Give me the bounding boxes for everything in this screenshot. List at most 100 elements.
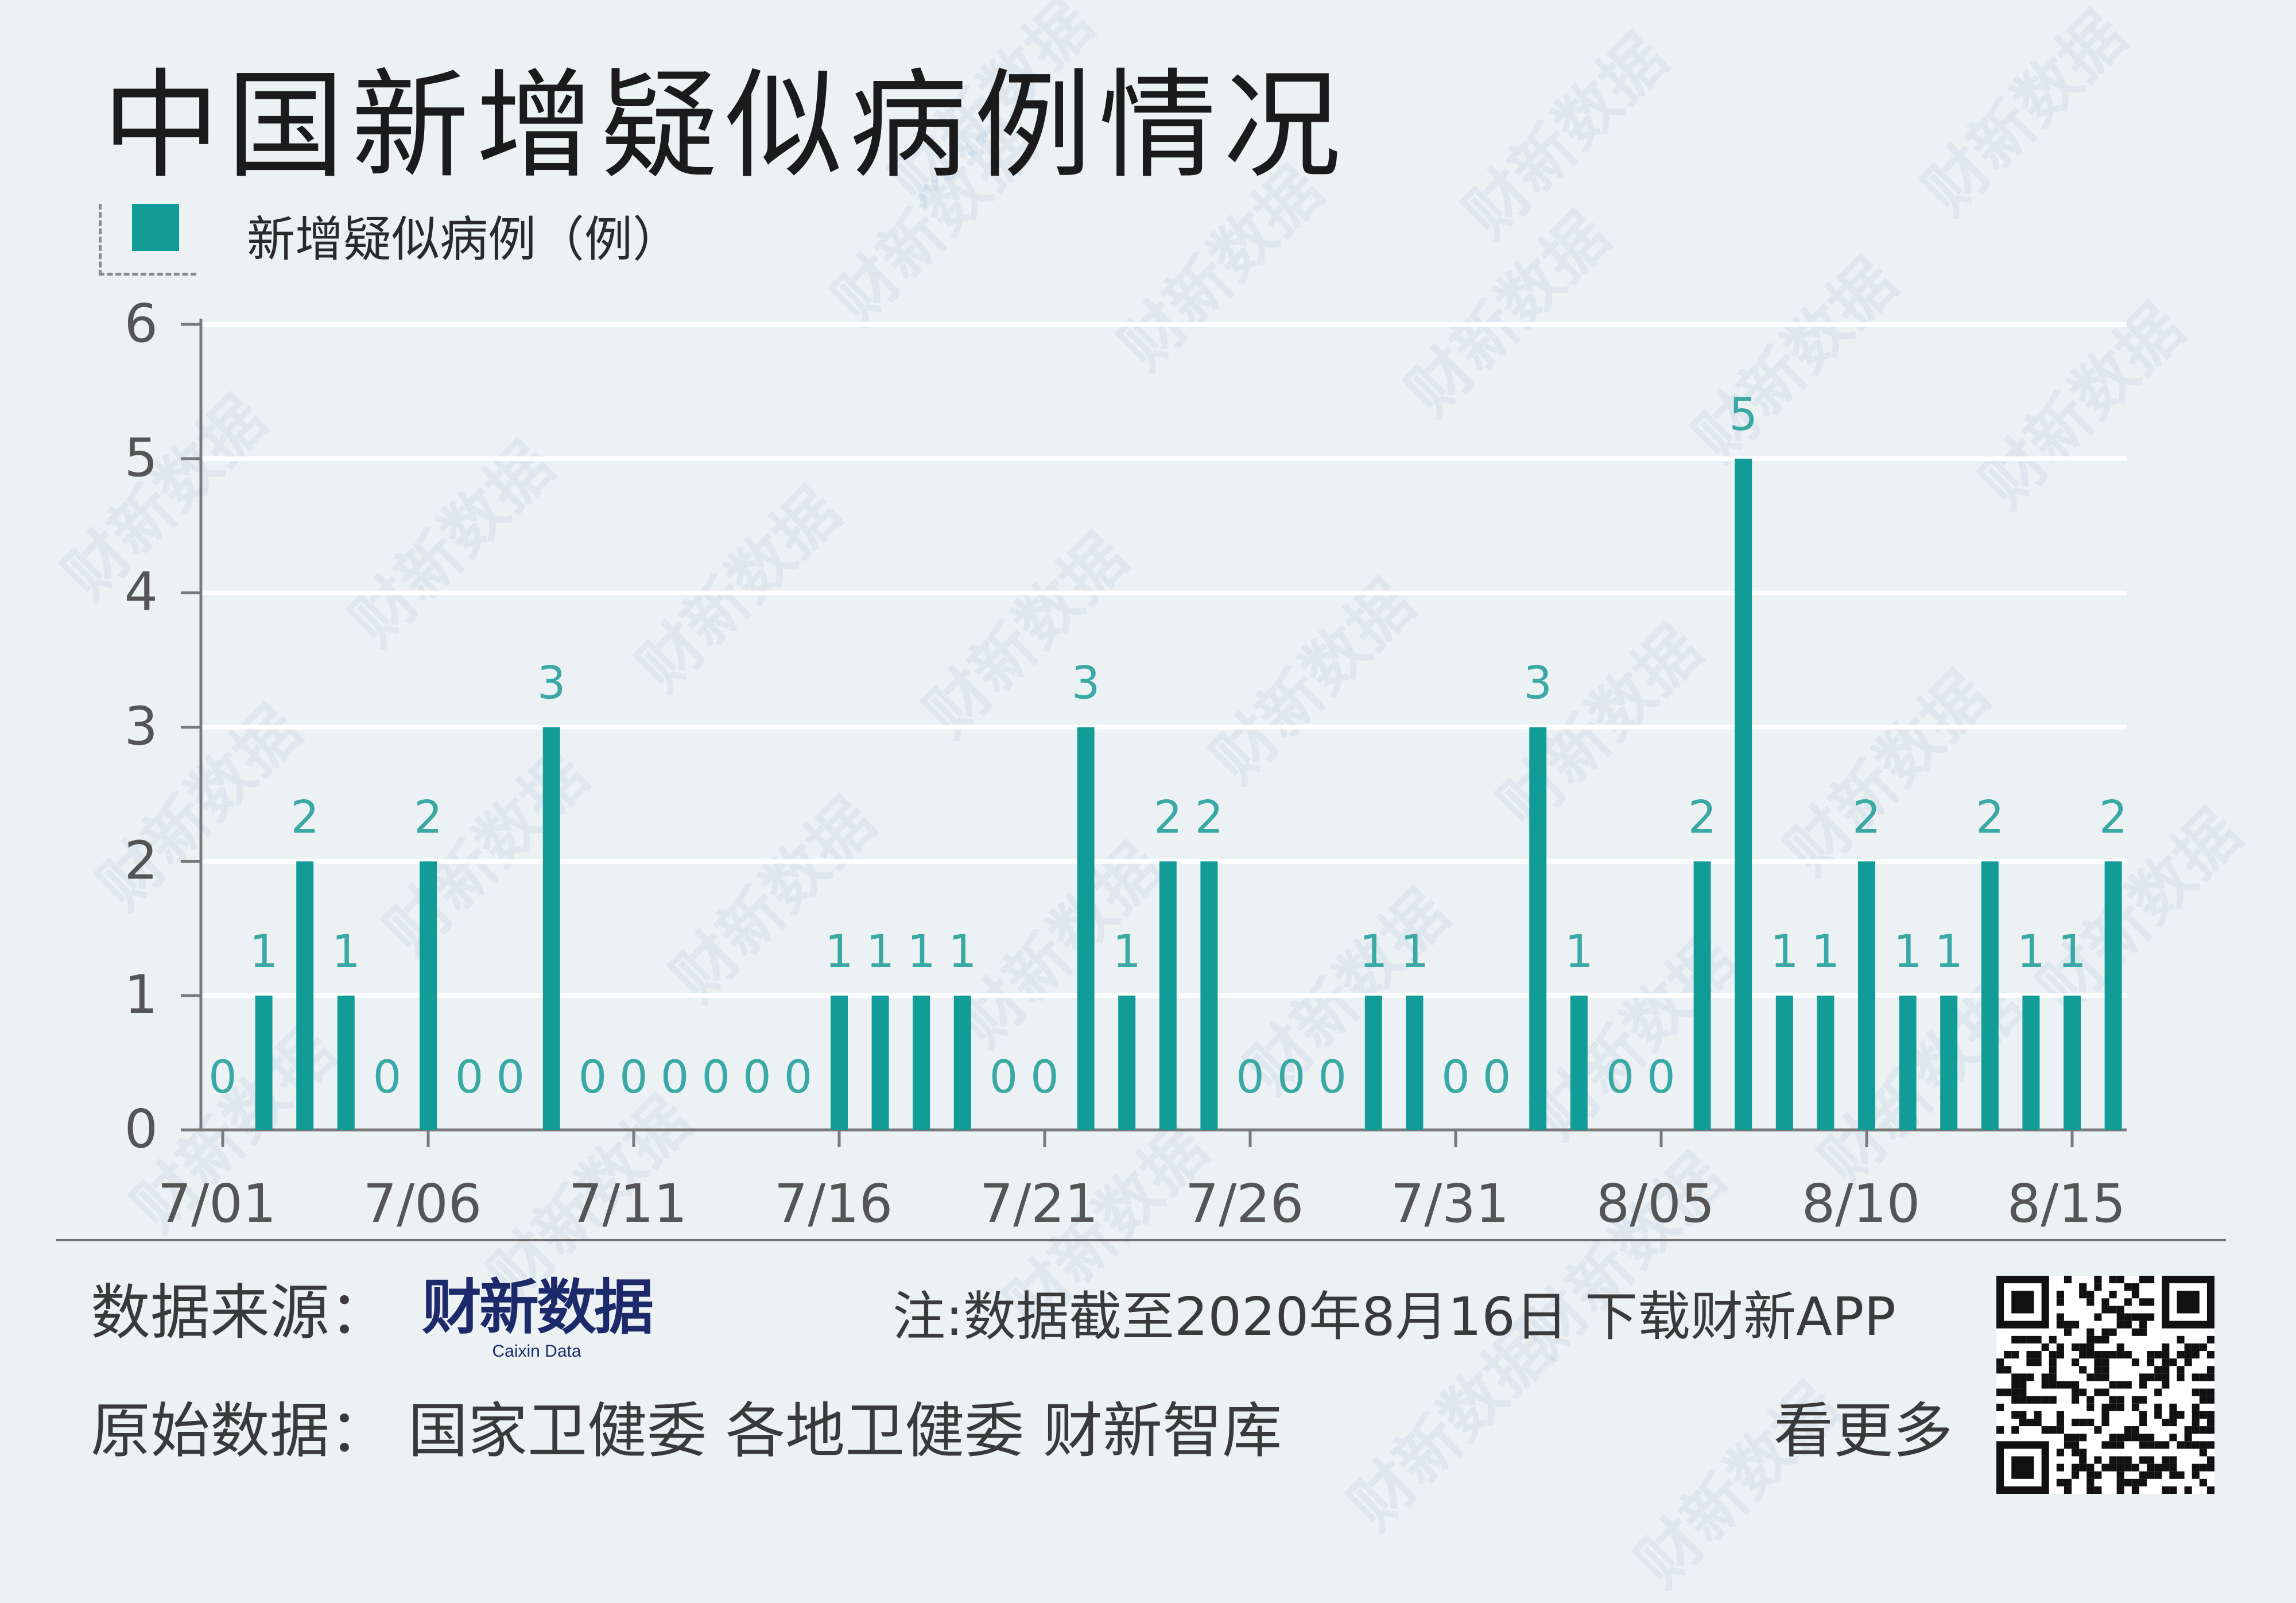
bar <box>1693 861 1711 1130</box>
qr-code-icon[interactable] <box>1996 1276 2214 1494</box>
data-label: 0 <box>1606 1052 1635 1103</box>
bar <box>1817 996 1835 1130</box>
bar <box>1940 996 1958 1130</box>
data-label: 1 <box>250 926 278 978</box>
data-label: 2 <box>290 792 319 843</box>
x-tick-label: 7/01 <box>158 1173 277 1234</box>
x-tick-label: 8/05 <box>1596 1173 1715 1234</box>
data-label: 1 <box>866 926 895 978</box>
data-label: 0 <box>743 1052 771 1103</box>
data-label: 0 <box>1318 1052 1347 1103</box>
logo-text: 财新数据 <box>422 1272 654 1342</box>
data-label: 1 <box>825 926 854 978</box>
bar <box>1529 727 1547 1130</box>
legend-label: 新增疑似病例（例） <box>247 211 681 268</box>
bar <box>1735 458 1752 1130</box>
data-label: 0 <box>1483 1052 1511 1103</box>
bar <box>1570 996 1588 1130</box>
y-tick-label: 1 <box>124 964 158 1025</box>
data-label: 0 <box>455 1052 484 1103</box>
data-label: 0 <box>496 1052 525 1103</box>
footer-divider <box>56 1239 2226 1241</box>
x-tick-label: 7/31 <box>1391 1173 1510 1234</box>
data-label: 2 <box>1688 792 1717 843</box>
bar <box>1118 996 1136 1130</box>
data-label: 2 <box>1976 792 2004 843</box>
data-label: 0 <box>1647 1052 1676 1103</box>
data-label: 1 <box>2017 926 2046 978</box>
x-tick-label: 7/21 <box>980 1173 1099 1234</box>
y-tick-label: 2 <box>124 830 158 891</box>
caixin-data-logo: 财新数据 Caixin Data <box>422 1272 654 1361</box>
y-tick-label: 0 <box>124 1098 158 1160</box>
bar <box>871 996 889 1130</box>
logo-subtext: Caixin Data <box>492 1342 581 1361</box>
legend: 新增疑似病例（例） <box>99 204 681 278</box>
bar <box>913 996 930 1130</box>
data-label: 2 <box>414 792 443 843</box>
bar <box>1899 996 1917 1130</box>
data-label: 1 <box>1770 926 1799 978</box>
bar <box>1159 861 1177 1130</box>
data-label: 2 <box>1154 792 1182 843</box>
data-label: 1 <box>1401 926 1429 978</box>
y-tick-label: 4 <box>124 562 158 623</box>
data-label: 1 <box>2058 926 2086 978</box>
data-label: 0 <box>990 1052 1018 1103</box>
bar <box>420 861 437 1130</box>
x-tick-label: 7/26 <box>1185 1173 1304 1234</box>
bar <box>1200 861 1218 1130</box>
data-label: 5 <box>1729 389 1758 441</box>
data-label: 0 <box>1236 1052 1265 1103</box>
y-tick-label: 6 <box>124 293 158 354</box>
bar <box>1077 727 1095 1130</box>
data-label: 0 <box>1277 1052 1306 1103</box>
bar <box>2064 996 2081 1130</box>
bar <box>1364 996 1382 1130</box>
bar <box>1981 861 1999 1130</box>
source-label: 数据来源： <box>91 1277 390 1348</box>
bar <box>2022 996 2040 1130</box>
origin-label: 原始数据： 国家卫健委 各地卫健委 财新智库 <box>91 1396 1282 1466</box>
data-label: 1 <box>1112 926 1141 978</box>
bar <box>831 996 848 1130</box>
data-label: 1 <box>948 926 977 978</box>
legend-swatch <box>132 204 179 251</box>
data-note: 注:数据截至2020年8月16日 下载财新APP <box>893 1286 1896 1348</box>
data-label: 2 <box>1195 792 1224 843</box>
bar <box>255 996 273 1130</box>
bar <box>1775 996 1793 1130</box>
data-label: 0 <box>373 1052 402 1103</box>
x-tick-label: 8/10 <box>1802 1173 1921 1234</box>
y-tick-label: 5 <box>124 427 158 489</box>
data-label: 1 <box>1359 926 1388 978</box>
bar <box>542 727 560 1130</box>
data-label: 1 <box>332 926 360 978</box>
data-label: 0 <box>579 1052 607 1103</box>
data-label: 1 <box>907 926 936 978</box>
data-label: 3 <box>1072 658 1100 710</box>
bar <box>337 996 355 1130</box>
x-tick-label: 7/11 <box>569 1173 688 1234</box>
see-more-label: 看更多 <box>1774 1396 1953 1466</box>
x-tick-label: 7/06 <box>363 1173 482 1234</box>
y-tick-label: 3 <box>124 696 158 757</box>
x-tick-label: 7/16 <box>774 1173 893 1234</box>
data-label: 0 <box>784 1052 813 1103</box>
data-label: 0 <box>208 1052 237 1103</box>
data-label: 1 <box>1565 926 1593 978</box>
data-label: 2 <box>1852 792 1881 843</box>
data-label: 3 <box>537 658 566 710</box>
bar <box>1858 861 1875 1130</box>
data-label: 2 <box>2099 792 2128 843</box>
data-label: 0 <box>619 1052 648 1103</box>
data-label: 0 <box>1030 1052 1059 1103</box>
data-label: 1 <box>1894 926 1922 978</box>
data-label: 3 <box>1523 658 1552 710</box>
data-label: 0 <box>701 1052 730 1103</box>
bar <box>2104 861 2122 1130</box>
data-label: 1 <box>1812 926 1840 978</box>
legend-frame <box>99 204 196 276</box>
data-label: 0 <box>661 1052 689 1103</box>
